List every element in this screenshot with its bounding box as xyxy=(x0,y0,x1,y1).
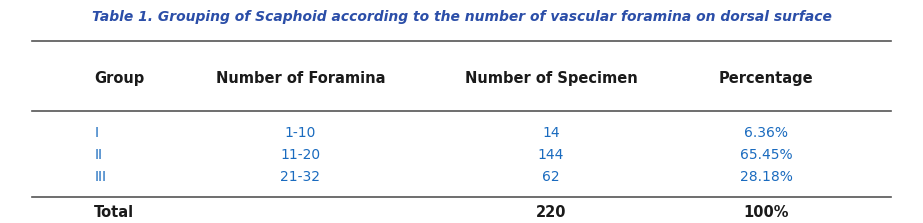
Text: I: I xyxy=(94,126,98,140)
Text: Percentage: Percentage xyxy=(719,71,813,86)
Text: 1-10: 1-10 xyxy=(284,126,316,140)
Text: Number of Specimen: Number of Specimen xyxy=(464,71,638,86)
Text: Table 1. Grouping of Scaphoid according to the number of vascular foramina on do: Table 1. Grouping of Scaphoid according … xyxy=(91,10,832,24)
Text: Group: Group xyxy=(94,71,145,86)
Text: 220: 220 xyxy=(536,205,567,220)
Text: 65.45%: 65.45% xyxy=(739,148,792,162)
Text: 14: 14 xyxy=(542,126,560,140)
Text: 11-20: 11-20 xyxy=(281,148,320,162)
Text: 28.18%: 28.18% xyxy=(739,170,793,184)
Text: II: II xyxy=(94,148,102,162)
Text: 62: 62 xyxy=(542,170,560,184)
Text: 144: 144 xyxy=(538,148,564,162)
Text: 100%: 100% xyxy=(743,205,789,220)
Text: Total: Total xyxy=(94,205,135,220)
Text: 6.36%: 6.36% xyxy=(744,126,788,140)
Text: 21-32: 21-32 xyxy=(281,170,320,184)
Text: Number of Foramina: Number of Foramina xyxy=(216,71,385,86)
Text: III: III xyxy=(94,170,106,184)
